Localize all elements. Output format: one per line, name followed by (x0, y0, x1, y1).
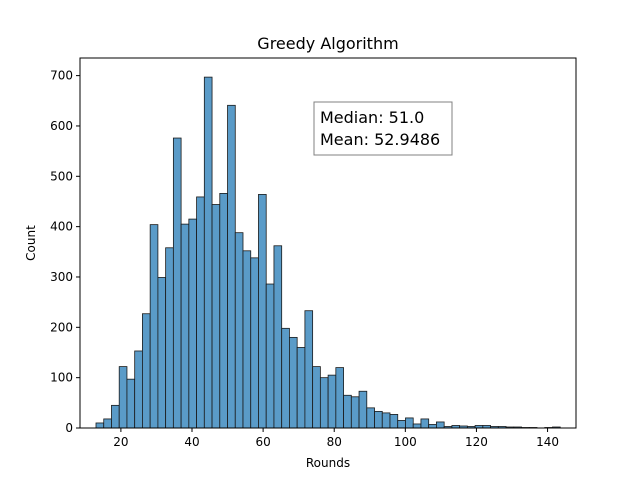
x-tick-label: 120 (465, 435, 488, 449)
histogram-bar (289, 336, 298, 429)
histogram-bar (142, 313, 151, 429)
histogram-bar (180, 223, 190, 429)
histogram-bar (242, 250, 252, 429)
y-tick-label: 0 (65, 421, 73, 435)
x-tick-label: 80 (327, 435, 342, 449)
histogram-bar (436, 421, 445, 429)
x-tick-label: 20 (113, 435, 128, 449)
chart-title: Greedy Algorithm (257, 34, 398, 53)
histogram-bar (327, 374, 337, 429)
x-tick-label: 100 (394, 435, 417, 449)
x-tick-label: 60 (255, 435, 270, 449)
histogram-bar (273, 245, 283, 429)
histogram-bar (126, 378, 136, 429)
histogram-bar (265, 283, 275, 429)
histogram-bar (319, 377, 329, 429)
histogram-bar (118, 366, 128, 429)
histogram-bar (250, 257, 259, 429)
y-tick-label: 700 (50, 69, 73, 83)
plot-frame (79, 57, 577, 429)
histogram-bar (227, 104, 236, 429)
histogram-bar (157, 277, 167, 429)
histogram-bar (304, 310, 314, 429)
histogram-bar (211, 204, 221, 429)
y-tick-label: 200 (50, 320, 73, 334)
y-tick-label: 100 (50, 371, 73, 385)
histogram-bar (412, 423, 422, 429)
y-tick-label: 400 (50, 220, 73, 234)
stats-box-frame (313, 101, 453, 156)
histogram-bars (95, 76, 561, 429)
y-tick-label: 300 (50, 270, 73, 284)
histogram-bar (405, 417, 414, 429)
histogram-bar (296, 347, 306, 429)
histogram-bar (312, 366, 321, 429)
histogram-bar (149, 224, 159, 429)
histogram-bar (366, 407, 375, 429)
histogram-bar (258, 194, 267, 429)
mean-text: Mean: 52.9486 (320, 130, 440, 149)
histogram-bar (381, 412, 391, 429)
histogram-bar (335, 367, 344, 429)
histogram-bar (203, 76, 213, 429)
histogram-bar (172, 137, 182, 429)
histogram-bar (219, 193, 228, 429)
stats-box: Median: 51.0 Mean: 52.9486 (313, 101, 453, 156)
histogram-bar (188, 218, 197, 429)
histogram-bar (103, 418, 112, 429)
histogram-bar (397, 420, 406, 429)
histogram-bar (350, 396, 360, 429)
histogram-bar (343, 394, 352, 429)
histogram-bar (281, 327, 290, 429)
y-tick-label: 600 (50, 119, 73, 133)
y-tick-label: 500 (50, 169, 73, 183)
histogram-bar (234, 232, 244, 429)
y-axis-label: Count (24, 225, 38, 261)
y-axis-ticks: 0 100 200 300 400 500 600 700 (50, 69, 80, 435)
x-axis-ticks: 20 40 60 80 100 120 140 (113, 428, 559, 449)
histogram-bar (374, 410, 383, 429)
x-axis-label: Rounds (306, 456, 350, 470)
histogram-bar (165, 247, 174, 429)
histogram-bar (389, 414, 399, 429)
histogram-bar (358, 390, 368, 429)
histogram-bar (196, 196, 205, 429)
x-tick-label: 40 (184, 435, 199, 449)
histogram-bar (95, 422, 105, 429)
x-tick-label: 140 (536, 435, 559, 449)
histogram-bar (134, 350, 143, 429)
histogram-bar (428, 424, 437, 429)
median-text: Median: 51.0 (320, 108, 424, 127)
histogram-bar (111, 404, 120, 429)
histogram-bar (420, 418, 430, 429)
